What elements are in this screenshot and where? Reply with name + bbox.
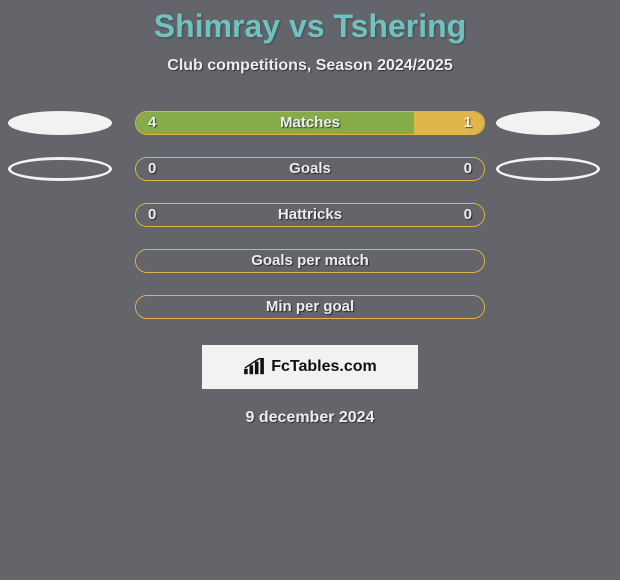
brand-text: FcTables.com	[271, 358, 377, 376]
right-indicator-ellipse	[496, 111, 600, 135]
stat-row: Min per goal	[0, 295, 620, 319]
comparison-infographic: Shimray vs Tshering Club competitions, S…	[0, 0, 620, 580]
left-indicator-ellipse	[8, 111, 112, 135]
stat-label: Matches	[136, 114, 484, 131]
stat-row: Matches4 1	[0, 111, 620, 135]
stat-label: Min per goal	[136, 298, 484, 315]
right-indicator-ellipse	[496, 157, 600, 181]
subtitle: Club competitions, Season 2024/2025	[0, 57, 620, 75]
vs-text: vs	[289, 8, 325, 44]
stat-bar: Goals0 0	[135, 157, 485, 181]
stat-label: Hattricks	[136, 206, 484, 223]
stat-row: Goals per match	[0, 249, 620, 273]
stat-value-p2: 0	[464, 160, 472, 177]
stat-bar: Goals per match	[135, 249, 485, 273]
stat-bar: Hattricks0 0	[135, 203, 485, 227]
brand-box: FcTables.com	[202, 345, 418, 389]
stat-row: Goals0 0	[0, 157, 620, 181]
stat-value-p1: 0	[148, 160, 156, 177]
player1-name: Shimray	[154, 8, 280, 44]
date: 9 december 2024	[0, 409, 620, 427]
player2-name: Tshering	[333, 8, 466, 44]
stat-row: Hattricks0 0	[0, 203, 620, 227]
stat-value-p1: 0	[148, 206, 156, 223]
stat-value-p2: 0	[464, 206, 472, 223]
title: Shimray vs Tshering	[0, 0, 620, 45]
stat-value-p2: 1	[464, 114, 472, 131]
left-indicator-ellipse	[8, 157, 112, 181]
stat-bar: Matches4 1	[135, 111, 485, 135]
bar-chart-icon	[243, 358, 265, 376]
stat-label: Goals per match	[136, 252, 484, 269]
stat-bar: Min per goal	[135, 295, 485, 319]
stat-rows: Matches41Goals00Hattricks00Goals per mat…	[0, 111, 620, 319]
stat-label: Goals	[136, 160, 484, 177]
stat-value-p1: 4	[148, 114, 156, 131]
